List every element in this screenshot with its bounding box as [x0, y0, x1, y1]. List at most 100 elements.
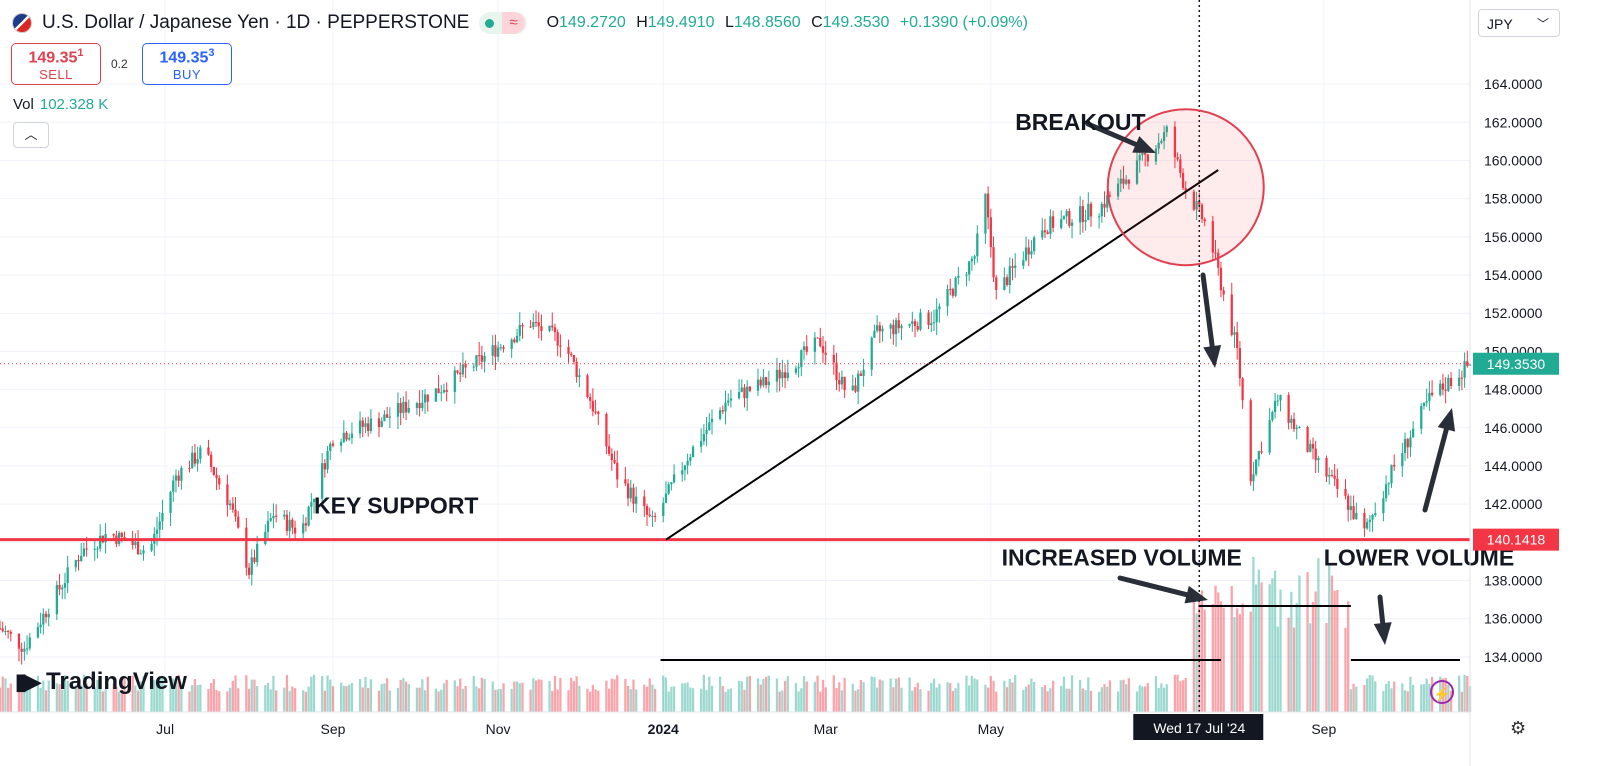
volume-bar	[570, 677, 573, 712]
volume-bar	[1084, 689, 1087, 712]
tradingview-logo[interactable]: ▮▶ TradingView	[15, 668, 187, 695]
close-value: 149.3530	[822, 14, 890, 31]
volume-bar	[399, 679, 402, 712]
candle	[1030, 240, 1033, 259]
volume-bar	[1249, 611, 1252, 712]
volume-bar	[1347, 601, 1350, 712]
volume-bar	[442, 683, 446, 712]
candle	[515, 328, 519, 344]
volume-bar	[645, 686, 649, 712]
candle	[323, 459, 326, 478]
candle	[1233, 326, 1236, 349]
volume-bar	[123, 678, 126, 712]
volume-bar	[1336, 590, 1339, 712]
candle	[537, 312, 540, 339]
volume-bar	[196, 685, 199, 712]
volume-bar	[900, 687, 903, 712]
sell-button[interactable]: 149.351 SELL	[11, 43, 101, 85]
volume-bar	[1217, 592, 1220, 712]
candle	[1003, 267, 1006, 291]
volume-bar	[120, 689, 123, 712]
candle	[63, 572, 67, 600]
candle	[310, 493, 313, 520]
volume-bar	[494, 689, 497, 712]
candle	[919, 308, 922, 332]
volume-bar	[1160, 683, 1163, 712]
volume-bar	[670, 686, 673, 712]
volume-bar	[1352, 683, 1355, 712]
volume-bar	[881, 680, 884, 712]
volume-bar	[58, 684, 61, 712]
time-axis[interactable]: Jul Sep Nov 2024 Mar May Sep Wed 17 Jul '24	[0, 0, 1471, 766]
candle	[672, 464, 676, 484]
market-status[interactable]: ≈	[479, 12, 527, 34]
symbol-title[interactable]: U.S. Dollar / Japanese Yen · 1D · PEPPER…	[42, 12, 470, 33]
candle	[1065, 208, 1068, 224]
volume-bar	[1371, 675, 1374, 712]
candle	[407, 399, 410, 414]
candle	[1306, 425, 1309, 453]
volume-bar	[786, 676, 789, 712]
annotation-label: INCREASED VOLUME	[1002, 544, 1242, 570]
volume-bar	[350, 682, 354, 712]
volume-bar	[47, 680, 50, 712]
candle	[293, 520, 297, 542]
collapse-button[interactable]: ︿	[13, 122, 49, 148]
candle	[196, 446, 199, 472]
volume-bar	[989, 675, 992, 712]
candle	[358, 411, 362, 439]
volume-bar	[272, 675, 275, 712]
volume-bar	[851, 683, 854, 712]
candle	[25, 635, 29, 655]
volume-bar	[169, 682, 172, 712]
volume-bar	[515, 681, 519, 712]
candle	[989, 208, 992, 258]
gear-icon[interactable]: ⚙	[1510, 718, 1527, 738]
y-tick-label: 152.0000	[1484, 305, 1543, 321]
currency-select[interactable]: JPY ﹀	[1478, 9, 1560, 37]
volume-bar	[654, 688, 657, 712]
candle	[77, 554, 80, 571]
candle	[686, 453, 689, 475]
volume-bar	[28, 678, 31, 712]
volume-bar	[838, 682, 841, 712]
volume-bar	[759, 684, 762, 712]
candle	[1355, 502, 1358, 520]
volume-bar	[1374, 681, 1377, 712]
candle	[572, 355, 576, 365]
candle	[1097, 213, 1101, 229]
volume-bar	[388, 690, 391, 712]
candle	[973, 254, 976, 265]
candle	[1430, 380, 1434, 397]
volume-bar	[275, 690, 278, 712]
candle	[1119, 169, 1122, 193]
candle	[911, 311, 914, 332]
volume-bar	[1333, 590, 1336, 712]
candle	[172, 475, 175, 502]
volume-bar	[117, 691, 121, 712]
volume-bar	[1295, 603, 1298, 712]
buy-button[interactable]: 149.353 BUY	[142, 43, 232, 85]
volume-bar	[445, 679, 448, 712]
volume-bar	[1412, 685, 1415, 712]
trendline	[665, 169, 1219, 541]
volume-bar	[854, 690, 857, 712]
candle	[995, 275, 998, 300]
x-tick-label: Nov	[486, 721, 511, 737]
candle	[553, 323, 557, 342]
candle	[607, 434, 611, 457]
volume-bar	[61, 689, 64, 712]
volume-bar	[218, 691, 221, 712]
candle	[350, 422, 354, 445]
lightning-icon[interactable]: ⚡	[1430, 680, 1454, 704]
volume-bar	[402, 678, 405, 712]
candle	[1292, 412, 1296, 432]
candle	[96, 546, 99, 559]
volume-bar	[957, 682, 960, 712]
volume-bar	[502, 683, 505, 712]
candle	[250, 549, 253, 586]
volume-bar	[1157, 687, 1160, 712]
volume-bar	[607, 688, 611, 712]
candle	[873, 324, 876, 338]
